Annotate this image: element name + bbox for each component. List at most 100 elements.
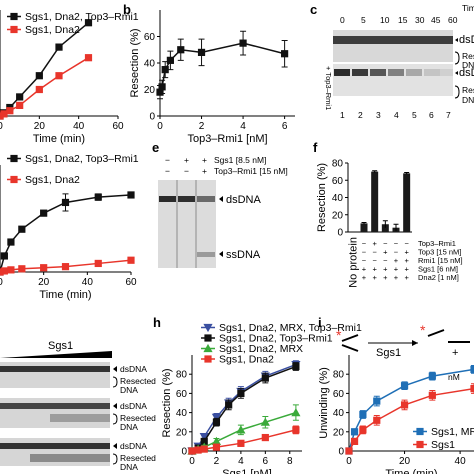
chart-a-top-legend-label-1: Sgs1, Dna2 [25, 24, 80, 36]
schematic-i-dna-left [341, 334, 359, 352]
chart-a-top-series-1-point-4 [35, 85, 43, 94]
gel-e-lane-3-dsdna [197, 196, 215, 202]
gel-c-top-image [333, 30, 453, 62]
chart-i-series-1-err-6 [471, 383, 474, 394]
chart-b-series-0-point-3 [166, 56, 174, 64]
chart-b-xlabel: Top3–Rmi1 [nM] [187, 133, 267, 145]
chart-f-sign-3-4: + [394, 265, 399, 274]
chart-f-row-label-1: Top3 [15 nM] [418, 248, 461, 257]
chart-i-ytick-label-1: 20 [333, 427, 345, 438]
gel-g-row-3-l1: dsDNA [120, 441, 147, 451]
chart-i-series-1-point-2 [359, 426, 367, 434]
chart-b-ylabel: Resection (%) [129, 28, 141, 97]
gel-g-row-3-smear [30, 454, 110, 462]
gel-e-sign-top3-1: − [165, 166, 170, 176]
chart-a-bottom-series-1-point-4 [40, 264, 48, 272]
gel-g-row-1-l2: Resected [120, 376, 156, 386]
gel-g-row-1-band [0, 366, 110, 372]
chart-a-top-legend-label-0: Sgs1, Dna2, Top3–Rmi1 [25, 11, 139, 23]
chart-f-ylabel: Resection (%) [316, 163, 328, 232]
chart-h-series-1-point-4 [225, 401, 233, 409]
chart-f-ytick-label-2: 40 [332, 193, 344, 204]
gel-c-lane-3-band [370, 69, 386, 76]
chart-f-sign-2-4: + [394, 256, 399, 265]
schematic-i: * Sgs1 * + nM [336, 322, 470, 382]
chart-i-series-1-point-5 [428, 391, 436, 399]
chart-f-row-label-0: Top3–Rmi1 [418, 239, 456, 248]
chart-i-series-0-point-6 [470, 365, 474, 373]
chart-f-sign-0-2: + [372, 239, 377, 248]
chart-f-err-5 [404, 171, 410, 175]
gel-c-label-dsdna-2: dsD [459, 67, 474, 79]
chart-i-series-0-point-1 [350, 428, 359, 436]
schematic-i-dna-right [427, 329, 470, 343]
chart-f-sign-1-1: − [362, 248, 367, 257]
chart-f-sign-4-2: + [372, 273, 377, 282]
gel-g-row-1-image [0, 362, 110, 388]
chart-b-xtick-label-2: 4 [240, 121, 246, 132]
gel-e: − + + − − + Sgs1 [8.5 nM] Top3–Rmi1 [15 … [158, 155, 288, 268]
chart-f-bar-2 [371, 171, 379, 232]
chart-f-sign-0-4: − [394, 239, 399, 248]
chart-i-series-0-err-6 [471, 365, 474, 374]
gel-g: Sgs1 dsDNA Resected DNA dsDNA Resected D… [0, 340, 156, 472]
panel-letter-f: f [313, 140, 318, 155]
gel-c-lane-7: 7 [446, 110, 451, 120]
chart-h-ytick-label-2: 40 [176, 408, 188, 419]
gel-c-brace-2 [454, 85, 460, 99]
chart-b-xtick-label-3: 6 [282, 121, 288, 132]
chart-a-top-series-0-point-5 [55, 43, 63, 51]
chart-h-series-1-point-7 [292, 362, 300, 371]
chart-i-ylabel: Unwinding (%) [318, 367, 330, 439]
gel-e-lane-1-dsdna [159, 196, 176, 202]
chart-f-sign-1-5: + [404, 248, 409, 257]
chart-f-err-4 [393, 223, 399, 232]
chart-i-series-1-point-6 [470, 385, 474, 393]
chart-a-top-xlabel: Time (min) [33, 133, 85, 145]
chart-h-ytick-label-0: 0 [181, 447, 187, 458]
chart-h-xtick-label-4: 8 [287, 456, 293, 467]
chart-a-bottom-series-1-point-1 [0, 267, 8, 275]
gel-c-time-10: 10 [380, 15, 390, 25]
chart-f-sign-4-3: + [383, 273, 388, 282]
chart-h-xtick-label-1: 2 [214, 456, 220, 467]
gel-c-lane-5: 5 [412, 110, 417, 120]
schematic-i-star-right: * [420, 322, 426, 338]
chart-i-xtick-label-0: 0 [346, 456, 352, 467]
chart-f-ytick-label-1: 20 [332, 210, 344, 221]
chart-f-sign-0-3: − [383, 239, 388, 248]
chart-i-xlabel: Time (min) [385, 468, 437, 474]
chart-b-ytick-label-0: 0 [149, 112, 155, 123]
chart-i-ytick-label-2: 40 [333, 408, 345, 419]
gel-e-sign-top3-2: − [184, 166, 189, 176]
gel-g-row-1-l3: DNA [120, 385, 138, 395]
chart-a-top-series-1-point-1 [0, 110, 8, 118]
chart-b-series-0-point-2 [161, 66, 169, 74]
chart-f-sign-3-2: + [372, 265, 377, 274]
chart-b-series-0-point-6 [239, 39, 247, 47]
gel-c-lane-2-band [352, 69, 368, 76]
gel-c-label-resected-2: Resec [462, 85, 474, 95]
chart-h-series-2-point-5 [260, 417, 270, 426]
gel-g-row-2-brace [112, 413, 118, 425]
gel-e-sign-sgs1-1: − [165, 155, 170, 165]
chart-i-legend-label-0: Sgs1, MRX [431, 426, 474, 438]
chart-f-sign-4-4: + [394, 273, 399, 282]
chart-h-series-2-point-3 [211, 436, 222, 445]
chart-f-sign-0-5: − [404, 239, 409, 248]
chart-a-bottom: 0 20 40 60 Time (min) Sgs1, Dna2, Top3–Rmi1 Sg… [0, 153, 139, 301]
gel-c-time-5: 5 [361, 15, 366, 25]
chart-i-series-0-point-4 [400, 382, 409, 390]
schematic-i-arrow-head [412, 340, 418, 346]
chart-i-series-0-point-5 [428, 372, 436, 380]
chart-b-series-0-point-1 [158, 83, 166, 91]
chart-f-bar-1 [360, 223, 368, 232]
chart-f-sign-3-1: + [362, 265, 367, 274]
chart-h-legend-label-1: Sgs1, Dna2, Top3–Rmi1 [219, 333, 333, 345]
gel-c-side-label: + Top3–Rmi1 [324, 66, 333, 110]
chart-f-sign-3-3: + [383, 265, 388, 274]
gel-c-time-0: 0 [340, 15, 345, 25]
chart-a-bottom-series-1-point-6 [94, 259, 102, 268]
